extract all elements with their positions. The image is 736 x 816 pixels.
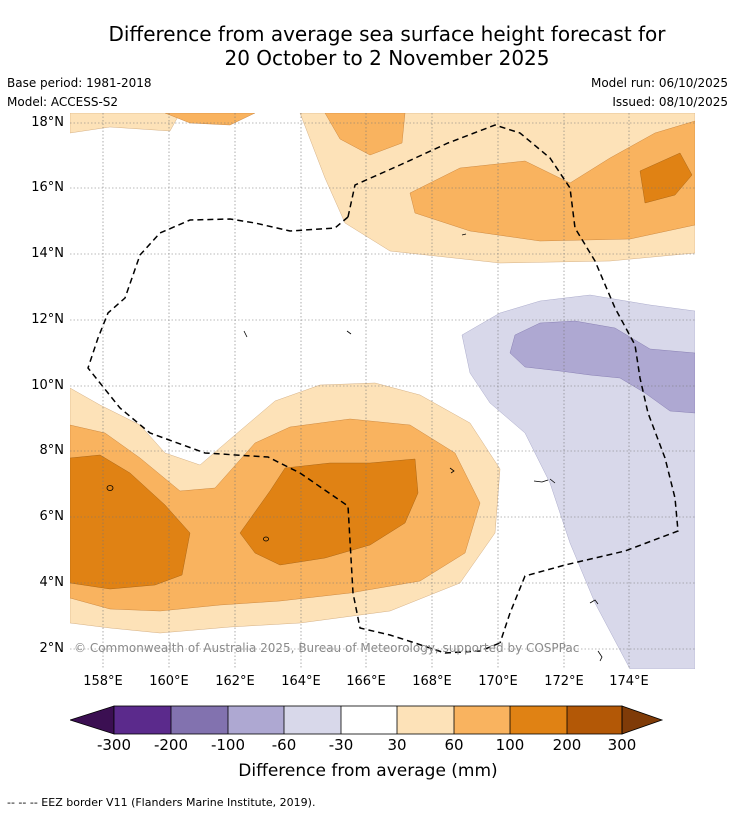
lat-label-16n: 16°N bbox=[31, 180, 64, 195]
model-name: Model: ACCESS-S2 bbox=[7, 95, 119, 109]
lat-label-18n: 18°N bbox=[31, 115, 64, 130]
colorbar-tick-200: 200 bbox=[552, 736, 582, 754]
lat-label-10n: 10°N bbox=[31, 378, 64, 393]
lat-label-2n: 2°N bbox=[39, 641, 65, 656]
warm-region-nw-30 bbox=[70, 113, 181, 134]
lat-label-4n: 4°N bbox=[39, 575, 65, 590]
colorbar-tick-30: 30 bbox=[387, 736, 407, 754]
lon-label-158e: 158°E bbox=[83, 674, 123, 689]
warm-region-south-100b bbox=[239, 458, 419, 566]
colorbar-tick-neg100: -100 bbox=[210, 736, 246, 754]
lon-label-160e: 160°E bbox=[149, 674, 189, 689]
lon-label-166e: 166°E bbox=[346, 674, 386, 689]
colorbar-extend-high bbox=[621, 705, 664, 735]
lon-label-170e: 170°E bbox=[478, 674, 518, 689]
issued-date: Issued: 08/10/2025 bbox=[612, 95, 728, 109]
colorbar-tick-neg300: -300 bbox=[96, 736, 132, 754]
colorbar-bin-neg30-30 bbox=[341, 706, 397, 734]
meta-right: Model run: 06/10/2025 Issued: 08/10/2025 bbox=[591, 74, 728, 112]
title-line-2: 20 October to 2 November 2025 bbox=[224, 46, 550, 70]
colorbar-tick-neg200: -200 bbox=[153, 736, 189, 754]
colorbar-bin-30-60 bbox=[397, 706, 454, 734]
gridlines bbox=[70, 113, 695, 669]
colorbar-frame bbox=[113, 705, 623, 735]
lat-label-8n: 8°N bbox=[39, 443, 65, 458]
lon-label-168e: 168°E bbox=[412, 674, 452, 689]
islands bbox=[106, 233, 603, 662]
colorbar-bin-60-100 bbox=[454, 706, 510, 734]
lon-label-164e: 164°E bbox=[281, 674, 321, 689]
warm-region-nw-60 bbox=[324, 113, 406, 156]
colorbar-bin-neg60-neg30 bbox=[284, 706, 341, 734]
base-period: Base period: 1981-2018 bbox=[7, 76, 152, 90]
map-svg bbox=[70, 113, 695, 669]
colorbar-bin-200-300 bbox=[567, 706, 622, 734]
colorbar-tick-100: 100 bbox=[495, 736, 525, 754]
meta-left: Base period: 1981-2018 Model: ACCESS-S2 bbox=[7, 74, 152, 112]
warm-region-north-100 bbox=[639, 152, 693, 204]
lat-label-12n: 12°N bbox=[31, 312, 64, 327]
colorbar-tick-neg60: -60 bbox=[271, 736, 297, 754]
lat-label-14n: 14°N bbox=[31, 246, 64, 261]
colorbar-bin-neg100-neg60 bbox=[228, 706, 284, 734]
cool-region-east-60 bbox=[509, 320, 695, 414]
lon-label-172e: 172°E bbox=[544, 674, 584, 689]
chart-title: Difference from average sea surface heig… bbox=[0, 22, 736, 70]
colorbar-dividers bbox=[170, 706, 568, 734]
colorbar-bin-neg300-neg200 bbox=[114, 706, 171, 734]
model-run: Model run: 06/10/2025 bbox=[590, 76, 728, 90]
map-panel: © Commonwealth of Australia 2025, Bureau… bbox=[70, 113, 695, 669]
colorbar-tick-300: 300 bbox=[607, 736, 637, 754]
copyright-notice: © Commonwealth of Australia 2025, Bureau… bbox=[74, 641, 580, 655]
colorbar bbox=[70, 705, 664, 735]
warm-region-north-60 bbox=[409, 120, 695, 242]
colorbar-tick-60: 60 bbox=[444, 736, 464, 754]
eez-border-west bbox=[87, 216, 501, 654]
colorbar-extend-low bbox=[70, 705, 115, 735]
cool-region-east-30 bbox=[461, 294, 695, 669]
lat-label-6n: 6°N bbox=[39, 509, 65, 524]
lon-label-174e: 174°E bbox=[609, 674, 649, 689]
eez-legend-note: -- -- -- EEZ border V11 (Flanders Marine… bbox=[7, 796, 316, 809]
colorbar-label: Difference from average (mm) bbox=[238, 761, 498, 781]
colorbar-bin-100-200 bbox=[510, 706, 567, 734]
colorbar-tick-neg30: -30 bbox=[328, 736, 354, 754]
warm-region-south-100 bbox=[70, 454, 191, 590]
warm-region-nw-30b bbox=[164, 113, 256, 126]
title-line-1: Difference from average sea surface heig… bbox=[108, 22, 666, 46]
colorbar-bin-neg200-neg100 bbox=[171, 706, 228, 734]
lon-label-162e: 162°E bbox=[215, 674, 255, 689]
